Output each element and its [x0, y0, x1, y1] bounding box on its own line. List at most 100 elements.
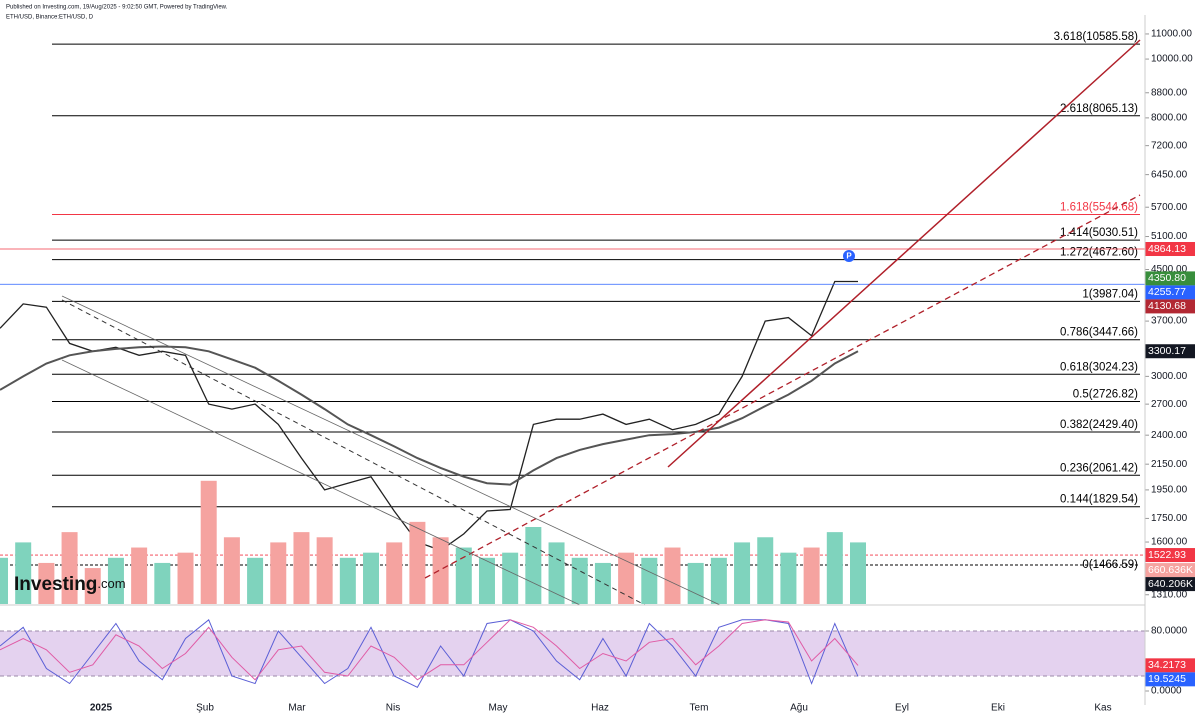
channel-mid [61, 299, 646, 606]
volume-bar [247, 557, 264, 604]
published-note: Published on Investing.com, 19/Aug/2025 … [6, 5, 228, 11]
logo: Investing.com [14, 574, 126, 595]
y-tick-label: 10000.00 [1151, 54, 1193, 65]
symbol: ETH/USD, Binance:ETH/USD, D [6, 15, 94, 21]
price-tag: 19.5245 [1148, 673, 1186, 685]
volume-bar [594, 562, 611, 604]
price-tag-bg [1145, 285, 1195, 300]
x-tick-label: Kas [1094, 703, 1111, 714]
volume-bar [200, 480, 217, 604]
channel-line [61, 295, 721, 606]
trendline-dashed [424, 194, 1141, 579]
trendline [667, 39, 1141, 468]
volume-bar [478, 557, 495, 604]
volume-bar [780, 552, 797, 604]
volume-bar [270, 542, 287, 604]
x-tick-label: Eyl [895, 703, 909, 714]
price-tag-bg [1145, 577, 1195, 592]
price-line [0, 280, 858, 552]
stoch-line [0, 619, 859, 681]
y-tick-label: 1310.00 [1151, 589, 1188, 600]
y-tick-label: 5700.00 [1151, 202, 1188, 213]
volume-bar [409, 521, 426, 604]
volume-bar [84, 568, 101, 604]
volume-bar [664, 547, 681, 604]
volume-bar [757, 537, 774, 604]
volume-bar [850, 542, 866, 604]
x-tick-label: May [489, 703, 508, 714]
y-tick-label: 3700.00 [1151, 316, 1188, 327]
volume-bar [386, 542, 403, 604]
y-tick-label: 1750.00 [1151, 513, 1188, 524]
volume-bar [502, 552, 519, 604]
y-tick-label: 8000.00 [1151, 113, 1188, 124]
fib-label: 2.618(8065.13) [1060, 103, 1138, 115]
volume-bar [618, 552, 635, 604]
fib-label: 1.272(4672.60) [1060, 247, 1138, 259]
volume-bar [0, 557, 8, 604]
price-tag: 4350.80 [1148, 272, 1186, 284]
marker [843, 250, 855, 262]
price-tag: 4130.68 [1148, 300, 1186, 312]
x-tick-label: Mar [288, 703, 306, 714]
volume-bar [316, 537, 333, 604]
volume-bar [548, 542, 565, 604]
y-tick-label: 80.0000 [1151, 626, 1188, 637]
price-tag: 3300.17 [1148, 345, 1186, 357]
moving-average [0, 345, 859, 486]
price-tag-bg [1145, 563, 1195, 578]
y-tick-label: 2700.00 [1151, 399, 1188, 410]
volume-bar [455, 547, 472, 604]
x-tick-label: Eki [991, 703, 1005, 714]
y-tick-label: 5100.00 [1151, 231, 1188, 242]
volume-bar [641, 557, 658, 604]
channel-line [61, 359, 581, 606]
price-tag-bg [1145, 548, 1195, 563]
price-tag-bg [1145, 242, 1195, 257]
volume-bar [363, 552, 380, 604]
fib-label: 1.414(5030.51) [1060, 227, 1138, 239]
y-tick-label: 7200.00 [1151, 140, 1188, 151]
plot: 11000.00 10000.00 8800.00 8000.00 7200.00 645… [0, 29, 1195, 714]
logo-name: Investing [14, 574, 97, 595]
price-tag-bg [1145, 299, 1195, 314]
price-tag: 660.636K [1148, 564, 1193, 576]
price-tag: 4255.77 [1148, 286, 1186, 298]
price-tag-bg [1145, 271, 1195, 286]
volume-bar [710, 557, 727, 604]
fib-label: 1.618(5544.68) [1060, 202, 1138, 214]
volume-bar [223, 537, 240, 604]
y-tick-label: 2150.00 [1151, 459, 1188, 470]
fib-label: 3.618(10585.58) [1054, 31, 1139, 43]
price-tag-bg [1145, 658, 1195, 673]
fib-label: 0.5(2726.82) [1073, 389, 1138, 401]
y-tick-label: 8800.00 [1151, 87, 1188, 98]
volume-bar [15, 542, 32, 604]
volume-bar [61, 532, 78, 604]
y-tick-label: 11000.00 [1151, 29, 1192, 40]
price-tag: 1522.93 [1148, 549, 1186, 561]
volume-bar [131, 547, 148, 604]
fib-label: 0.144(1829.54) [1060, 494, 1138, 506]
price-tag-bg [1145, 344, 1195, 359]
price-tag: 4864.13 [1148, 243, 1186, 255]
x-tick-label: 2025 [90, 703, 113, 714]
price-tag-bg [1145, 672, 1195, 687]
fib-label: 0.382(2429.40) [1060, 419, 1138, 431]
x-tick-label: Nis [386, 703, 400, 714]
volume-bar [432, 537, 449, 604]
y-tick-label: 4500.00 [1151, 264, 1188, 275]
y-tick-label: 1600.00 [1151, 537, 1188, 548]
volume-bar [177, 552, 194, 604]
volume-bar [293, 532, 310, 604]
marker-label: P [846, 252, 852, 261]
volume-bar [154, 562, 171, 604]
y-tick-label: 2400.00 [1151, 430, 1188, 441]
volume-bar [107, 557, 124, 604]
volume-bar [571, 557, 588, 604]
x-tick-label: Ağu [790, 703, 808, 714]
volume-bar [826, 532, 843, 604]
x-tick-label: Şub [196, 703, 214, 714]
